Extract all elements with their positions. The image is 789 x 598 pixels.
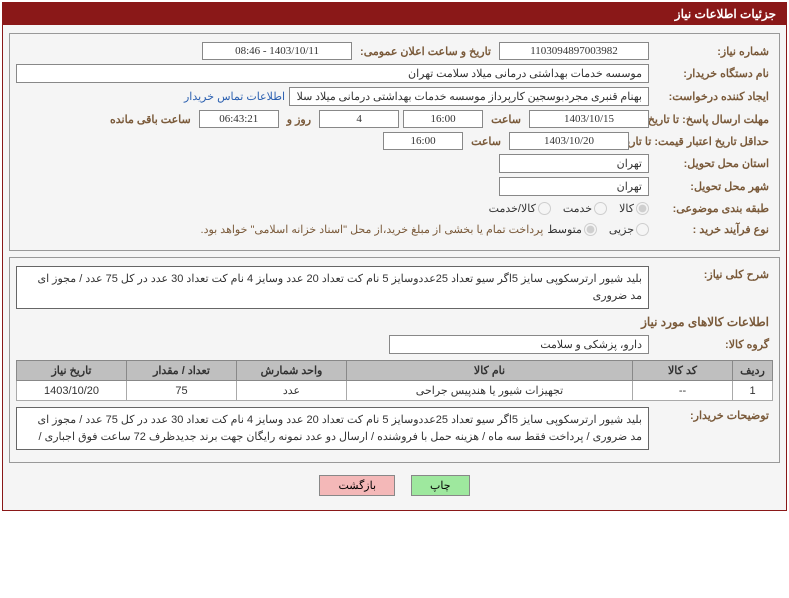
process-radios: جزیی متوسط	[547, 223, 649, 236]
print-button[interactable]: چاپ	[411, 475, 470, 496]
province-field: تهران	[499, 154, 649, 173]
remain-label: ساعت باقی مانده	[106, 111, 195, 128]
group-field: دارو، پزشکی و سلامت	[389, 335, 649, 354]
table-header: ردیف	[733, 361, 773, 381]
city-label: شهر محل تحویل:	[653, 178, 773, 195]
table-cell: تجهیزات شیور یا هندپیس جراحی	[347, 381, 633, 401]
table-header: تعداد / مقدار	[127, 361, 237, 381]
validity-date: 1403/10/20	[509, 132, 629, 150]
table-cell: --	[633, 381, 733, 401]
need-desc-text: بلید شیور ارترسکوپی سایز 5اگر سیو تعداد …	[16, 266, 649, 309]
table-header: نام کالا	[347, 361, 633, 381]
time-label-1: ساعت	[487, 111, 525, 128]
deadline-label: مهلت ارسال پاسخ: تا تاریخ:	[653, 111, 773, 128]
radio-minor[interactable]: جزیی	[609, 223, 649, 236]
group-label: گروه کالا:	[653, 336, 773, 353]
time-label-2: ساعت	[467, 133, 505, 150]
table-header: تاریخ نیاز	[17, 361, 127, 381]
category-label: طبقه بندی موضوعی:	[653, 200, 773, 217]
validity-time: 16:00	[383, 132, 463, 150]
need-no-label: شماره نیاز:	[653, 43, 773, 60]
announce-field: 1403/10/11 - 08:46	[202, 42, 352, 60]
table-row: 1--تجهیزات شیور یا هندپیس جراحیعدد751403…	[17, 381, 773, 401]
category-radios: کالا خدمت کالا/خدمت	[489, 202, 649, 215]
province-label: استان محل تحویل:	[653, 155, 773, 172]
back-button[interactable]: بازگشت	[319, 475, 395, 496]
days-field: 4	[319, 110, 399, 128]
radio-goods[interactable]: کالا	[619, 202, 649, 215]
buyer-org-label: نام دستگاه خریدار:	[653, 65, 773, 82]
panel-title: جزئیات اطلاعات نیاز	[3, 3, 786, 25]
main-panel: جزئیات اطلاعات نیاز شماره نیاز: 11030948…	[2, 2, 787, 511]
radio-medium[interactable]: متوسط	[547, 223, 597, 236]
deadline-date: 1403/10/15	[529, 110, 649, 128]
contact-link[interactable]: اطلاعات تماس خریدار	[184, 90, 285, 103]
radio-both[interactable]: کالا/خدمت	[489, 202, 551, 215]
validity-label: حداقل تاریخ اعتبار قیمت: تا تاریخ:	[633, 133, 773, 150]
need-desc-label: شرح کلی نیاز:	[653, 266, 773, 283]
days-label: روز و	[283, 111, 315, 128]
table-header: کد کالا	[633, 361, 733, 381]
items-section-title: اطلاعات کالاهای مورد نیاز	[20, 315, 769, 329]
table-header: واحد شمارش	[237, 361, 347, 381]
countdown-field: 06:43:21	[199, 110, 279, 128]
announce-label: تاریخ و ساعت اعلان عمومی:	[356, 43, 495, 60]
requester-label: ایجاد کننده درخواست:	[653, 88, 773, 105]
table-cell: 75	[127, 381, 237, 401]
payment-note: پرداخت تمام یا بخشی از مبلغ خرید،از محل …	[201, 223, 544, 236]
city-field: تهران	[499, 177, 649, 196]
deadline-time: 16:00	[403, 110, 483, 128]
table-cell: 1403/10/20	[17, 381, 127, 401]
table-cell: 1	[733, 381, 773, 401]
button-row: چاپ بازگشت	[9, 469, 780, 502]
buyer-notes-text: بلید شیور ارترسکوپی سایز 5اگر سیو تعداد …	[16, 407, 649, 450]
items-table: ردیفکد کالانام کالاواحد شمارشتعداد / مقد…	[16, 360, 773, 401]
need-desc-box: شرح کلی نیاز: بلید شیور ارترسکوپی سایز 5…	[9, 257, 780, 463]
need-no-field: 1103094897003982	[499, 42, 649, 60]
radio-service[interactable]: خدمت	[563, 202, 607, 215]
table-cell: عدد	[237, 381, 347, 401]
requester-field: بهنام قنبری مجردبوسجین کارپرداز موسسه خد…	[289, 87, 649, 106]
info-box: شماره نیاز: 1103094897003982 تاریخ و ساع…	[9, 33, 780, 251]
buyer-notes-label: توضیحات خریدار:	[653, 407, 773, 424]
buyer-org-field: موسسه خدمات بهداشتی درمانی میلاد سلامت ت…	[16, 64, 649, 83]
process-label: نوع فرآیند خرید :	[653, 221, 773, 238]
